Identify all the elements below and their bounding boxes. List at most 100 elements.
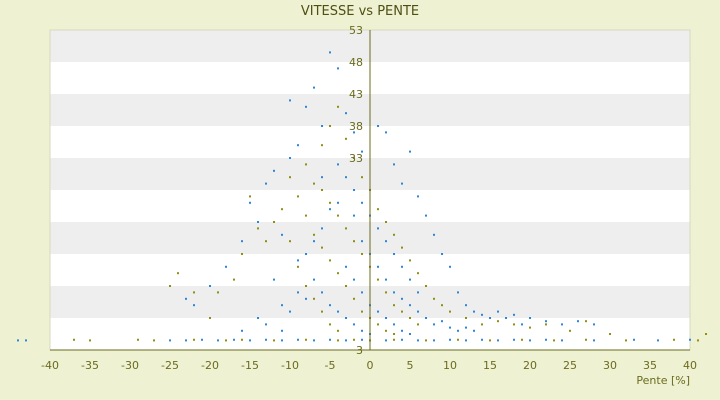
x-tick-label: 15 (483, 359, 497, 372)
data-point (313, 297, 315, 300)
data-point (305, 338, 307, 341)
data-point (393, 253, 395, 255)
data-point (225, 265, 227, 268)
data-point (689, 338, 691, 341)
data-point (449, 310, 451, 313)
data-point (441, 253, 443, 255)
y-tick-label: 3 (356, 344, 363, 357)
data-point (321, 176, 323, 179)
data-point (241, 338, 243, 341)
data-point (265, 323, 267, 326)
data-point (297, 338, 299, 341)
data-point (401, 338, 403, 341)
data-point (353, 323, 355, 326)
x-tick-labels: -40 -35 -30 -25 -20 -15 -10 -5 0 5 10 15 20 25 30 35 40 (41, 359, 697, 372)
data-point (401, 265, 403, 268)
data-point (545, 338, 547, 341)
data-point (313, 182, 315, 185)
data-point (409, 150, 411, 153)
data-point (193, 304, 195, 307)
data-point (385, 339, 387, 342)
x-tick-label: -35 (81, 359, 99, 372)
data-point (361, 240, 363, 243)
data-point (169, 339, 171, 342)
data-point (209, 285, 211, 287)
x-tick-label: -40 (41, 359, 59, 372)
data-point (449, 265, 451, 268)
data-point (457, 291, 459, 294)
data-point (505, 317, 507, 319)
data-point (345, 176, 347, 179)
data-point (345, 339, 347, 342)
data-point (281, 304, 283, 307)
data-point (497, 310, 499, 313)
data-point (353, 189, 355, 191)
data-point (297, 144, 299, 147)
data-point (345, 137, 347, 140)
chart-title: VITESSE vs PENTE (301, 4, 419, 19)
x-tick-label: 10 (443, 359, 457, 372)
data-point (465, 326, 467, 329)
data-point (241, 253, 243, 255)
x-tick-label: -15 (241, 359, 259, 372)
data-point (249, 339, 251, 342)
data-point (25, 339, 27, 342)
data-point (529, 339, 531, 342)
data-point (425, 214, 427, 217)
data-point (345, 285, 347, 287)
data-point (385, 291, 387, 294)
x-tick-label: -25 (161, 359, 179, 372)
data-point (577, 320, 579, 323)
data-point (137, 338, 139, 341)
data-point (553, 339, 555, 342)
data-point (337, 272, 339, 275)
data-point (377, 265, 379, 268)
data-point (321, 227, 323, 230)
data-point (353, 278, 355, 281)
data-point (241, 240, 243, 243)
data-point (289, 240, 291, 243)
data-point (313, 339, 315, 342)
data-point (473, 329, 475, 332)
data-point (353, 131, 355, 134)
data-point (417, 272, 419, 275)
x-tick-label: 0 (367, 359, 374, 372)
data-point (273, 169, 275, 172)
data-point (225, 339, 227, 342)
data-point (433, 233, 435, 236)
data-point (249, 195, 251, 198)
data-point (257, 317, 259, 319)
y-tick-label: 53 (349, 24, 363, 37)
data-point (257, 227, 259, 230)
axes (50, 30, 690, 351)
data-point (433, 297, 435, 300)
data-point (585, 320, 587, 323)
data-point (297, 259, 299, 262)
data-point (193, 338, 195, 341)
data-point (377, 208, 379, 211)
data-point (337, 329, 339, 332)
data-point (337, 163, 339, 166)
data-point (625, 339, 627, 342)
data-point (529, 326, 531, 329)
y-tick-label: 33 (349, 152, 363, 165)
data-point (321, 125, 323, 127)
data-point (433, 323, 435, 326)
data-point (345, 317, 347, 319)
data-point (481, 338, 483, 341)
data-point (313, 233, 315, 236)
data-point (361, 176, 363, 179)
data-point (705, 333, 707, 335)
data-point (217, 291, 219, 294)
data-point (393, 291, 395, 294)
x-tick-label: 5 (407, 359, 414, 372)
data-point (465, 339, 467, 342)
data-point (281, 339, 283, 342)
data-point (337, 105, 339, 108)
x-tick-label: 35 (643, 359, 657, 372)
data-point (321, 144, 323, 147)
data-point (393, 323, 395, 326)
data-point (321, 246, 323, 249)
